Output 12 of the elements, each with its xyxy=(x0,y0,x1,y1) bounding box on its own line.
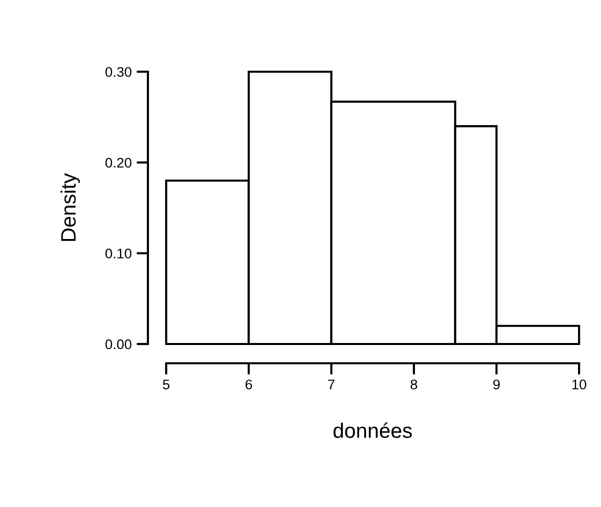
x-tick-label: 9 xyxy=(493,380,500,390)
x-axis-title: données xyxy=(334,422,412,438)
y-tick-label: 0.10 xyxy=(105,248,132,258)
x-tick-label: 7 xyxy=(328,380,334,390)
x-tick-label: 6 xyxy=(246,380,252,390)
x-tick-label: 5 xyxy=(162,380,170,390)
x-tick-label: 10 xyxy=(572,380,586,390)
y-axis-title: Density xyxy=(60,173,80,241)
y-tick-label: 0.30 xyxy=(105,67,132,77)
x-tick-label: 8 xyxy=(410,380,418,390)
y-tick-label: 0.00 xyxy=(105,339,132,350)
y-tick-label: 0.20 xyxy=(105,158,132,168)
